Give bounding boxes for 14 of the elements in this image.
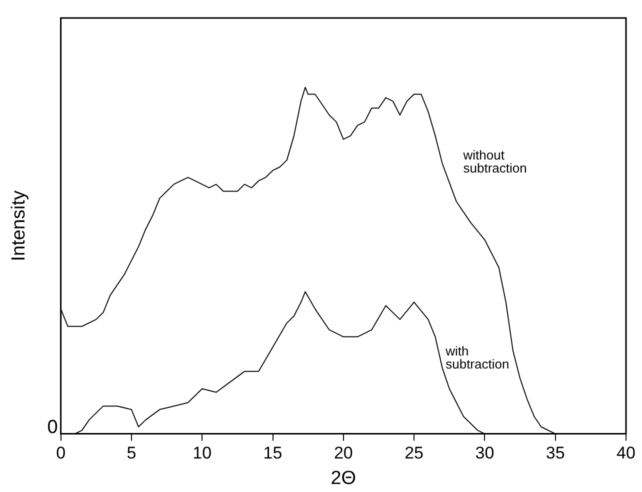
series-label: without subtraction: [462, 148, 527, 176]
x-axis-title: 2Θ: [330, 468, 356, 489]
x-tick-label: 0: [56, 444, 66, 463]
x-tick-label: 35: [546, 444, 565, 463]
y-axis-title: Intensity: [8, 190, 30, 262]
x-tick-label: 10: [192, 444, 212, 463]
text: 0: [47, 417, 58, 438]
x-tick-label: 20: [334, 444, 353, 463]
x-tick-label: 25: [404, 444, 424, 463]
x-tick-label: 30: [475, 444, 494, 463]
x-tick-label: 5: [126, 444, 136, 463]
x-tick-label: 40: [616, 444, 636, 463]
x-tick-label: 15: [263, 444, 282, 463]
series-label: with subtraction: [444, 344, 510, 372]
